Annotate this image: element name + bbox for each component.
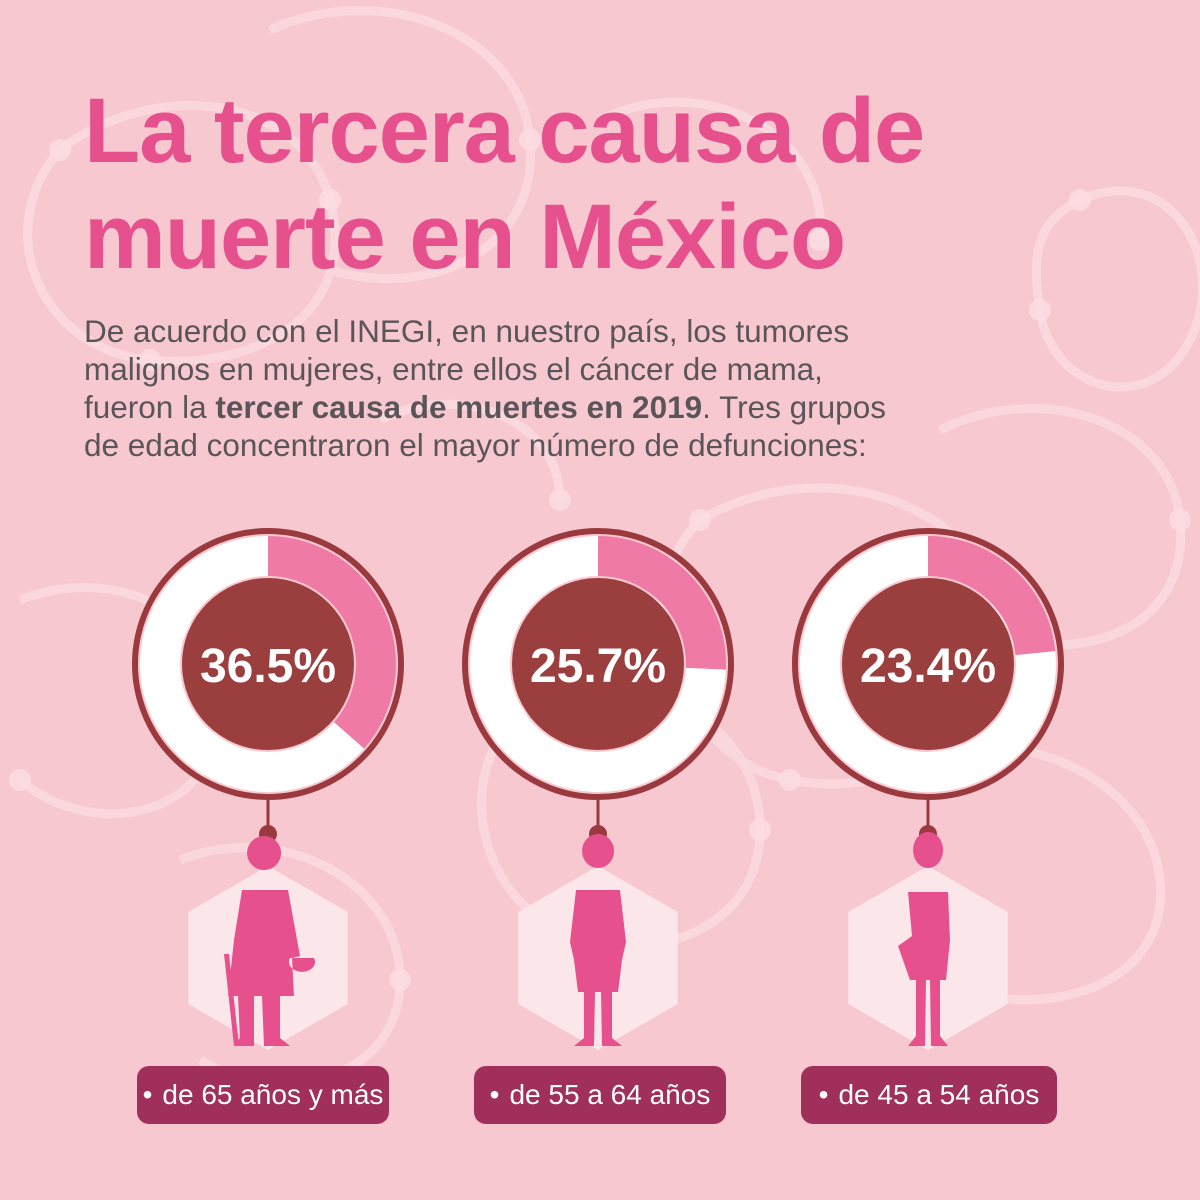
donut-value-label-3: 23.4% — [860, 640, 996, 693]
donut-outline-2 — [462, 528, 734, 800]
donut-value-label-1: 36.5% — [200, 640, 336, 693]
title-line-1: La tercera causa de — [84, 80, 925, 182]
middle-aged-woman-icon — [898, 832, 950, 1046]
donut-value-segment-3 — [928, 536, 1056, 656]
intro-highlight: tercer causa de muertes en 2019 — [215, 389, 703, 425]
age-group-1: de 65 años y más — [162, 1079, 384, 1110]
age-group-3: de 45 a 54 años — [838, 1079, 1040, 1110]
intro-line-3: fueron la tercer causa de muertes en 201… — [84, 388, 1084, 426]
intro-line-3-start: fueron la — [84, 389, 216, 425]
donut-outline-3 — [792, 528, 1064, 800]
title-line-2: muerte en México — [84, 186, 846, 288]
intro-line-3-end: . Tres grupos — [702, 389, 886, 425]
donut-outline-1 — [132, 528, 404, 800]
age-group-label-3: • de 45 a 54 años — [801, 1066, 1057, 1124]
donut-value-segment-2 — [598, 536, 727, 670]
age-group-2: de 55 a 64 años — [509, 1079, 711, 1110]
bullet-1: • — [142, 1079, 153, 1110]
donut-center-2 — [512, 578, 684, 750]
bullet-3: • — [818, 1079, 829, 1110]
age-group-label-2: • de 55 a 64 años — [474, 1066, 726, 1124]
intro-line-1: De acuerdo con el INEGI, en nuestro país… — [84, 313, 850, 349]
bullet-2: • — [489, 1079, 500, 1110]
donut-remainder-segment-1 — [140, 536, 365, 792]
elderly-woman-with-cane-icon — [224, 836, 315, 1046]
donut-center-3 — [842, 578, 1014, 750]
adult-woman-icon — [570, 834, 626, 1046]
donut-remainder-segment-3 — [800, 536, 1056, 792]
intro-paragraph: De acuerdo con el INEGI, en nuestro país… — [84, 312, 1084, 464]
donut-remainder-segment-2 — [470, 536, 726, 792]
age-group-label-1: • de 65 años y más — [137, 1066, 389, 1124]
donut-value-segment-1 — [268, 536, 396, 749]
intro-line-2: malignos en mujeres, entre ellos el cánc… — [84, 351, 823, 387]
page-title: La tercera causa de muerte en México — [84, 78, 1144, 290]
donut-value-label-2: 25.7% — [530, 640, 666, 693]
donut-center-1 — [182, 578, 354, 750]
intro-line-4: de edad concentraron el mayor número de … — [84, 427, 867, 463]
